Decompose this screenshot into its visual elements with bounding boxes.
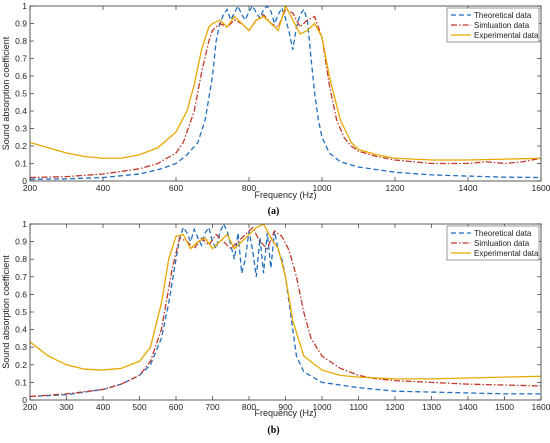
- y-tick-label: 0.3: [15, 124, 27, 134]
- y-tick-label: 0.9: [15, 237, 27, 247]
- legend-entry: Experimental data: [474, 31, 539, 40]
- legend-entry: Theoretical data: [474, 229, 532, 238]
- y-tick-label: 0.7: [15, 272, 27, 282]
- x-tick-label: 200: [23, 183, 37, 193]
- x-tick-label: 200: [23, 402, 37, 412]
- y-tick-label: 0.6: [15, 289, 27, 299]
- legend-box: [446, 225, 540, 261]
- y-tick-label: 0.3: [15, 342, 27, 352]
- y-tick-label: 0.8: [15, 36, 27, 46]
- legend-entry: Simluation data: [474, 21, 530, 30]
- x-tick-label: 400: [96, 402, 110, 412]
- x-tick-label: 1500: [495, 402, 514, 412]
- y-tick-label: 0.7: [15, 54, 27, 64]
- x-tick-label: 900: [278, 402, 292, 412]
- panel-label: (b): [267, 425, 279, 436]
- y-tick-label: 0.4: [15, 325, 27, 335]
- y-tick-label: 0.9: [15, 19, 27, 29]
- x-tick-label: 1600: [532, 402, 550, 412]
- x-tick-label: 1200: [386, 183, 405, 193]
- x-tick-label: 600: [169, 402, 183, 412]
- series-line-3: [30, 224, 541, 380]
- y-tick-label: 0: [22, 395, 27, 405]
- x-tick-label: 1600: [532, 183, 550, 193]
- series-line-2: [30, 8, 541, 179]
- x-tick-label: 400: [96, 183, 110, 193]
- legend-box: [446, 7, 540, 43]
- y-tick-label: 0.5: [15, 89, 27, 99]
- y-tick-label: 0.1: [15, 377, 27, 387]
- chart-panel-a: 200 400 600 800 1000 1200 1400 1600 0 0.1 0.2 0.3 0.…: [1, 1, 550, 217]
- series-line-2: [30, 226, 541, 398]
- y-tick-label: 0: [22, 176, 27, 186]
- x-tick-label: 1400: [459, 402, 478, 412]
- legend-entry: Simluation data: [474, 239, 530, 248]
- x-tick-label: 600: [169, 183, 183, 193]
- x-axis-label: Frequency (Hz): [254, 190, 316, 200]
- x-tick-label: 1400: [459, 183, 478, 193]
- x-axis-label: Frequency (Hz): [254, 408, 316, 418]
- x-tick-label: 1200: [386, 402, 405, 412]
- y-axis-label: Sound absorption coefficient: [1, 36, 11, 150]
- x-tick-label: 1000: [313, 183, 332, 193]
- y-tick-label: 0.4: [15, 106, 27, 116]
- legend-entry: Theoretical data: [474, 11, 532, 20]
- x-tick-label: 1100: [349, 402, 368, 412]
- x-tick-label: 300: [59, 402, 73, 412]
- x-tick-label: 800: [242, 402, 256, 412]
- series-line-3: [30, 6, 541, 161]
- panel-label: (a): [268, 206, 280, 217]
- x-tick-label: 1000: [313, 402, 332, 412]
- y-tick-label: 0.2: [15, 141, 27, 151]
- y-tick-label: 0.6: [15, 71, 27, 81]
- y-tick-label: 1: [22, 219, 27, 229]
- series-line-1: [30, 6, 541, 180]
- x-tick-label: 1300: [422, 402, 441, 412]
- y-tick-label: 0.5: [15, 307, 27, 317]
- chart-panel-b: 200 300 400 500 600 700 800 900 1000 1100 1200 1300…: [1, 219, 550, 436]
- y-tick-label: 0.1: [15, 159, 27, 169]
- y-tick-label: 0.8: [15, 254, 27, 264]
- x-tick-label: 800: [242, 183, 256, 193]
- legend-entry: Experimental data: [474, 249, 539, 258]
- x-tick-label: 500: [132, 402, 146, 412]
- y-tick-label: 0.2: [15, 360, 27, 370]
- y-tick-label: 1: [22, 1, 27, 11]
- y-axis-label: Sound absorption coefficient: [1, 255, 11, 369]
- x-tick-label: 700: [205, 402, 219, 412]
